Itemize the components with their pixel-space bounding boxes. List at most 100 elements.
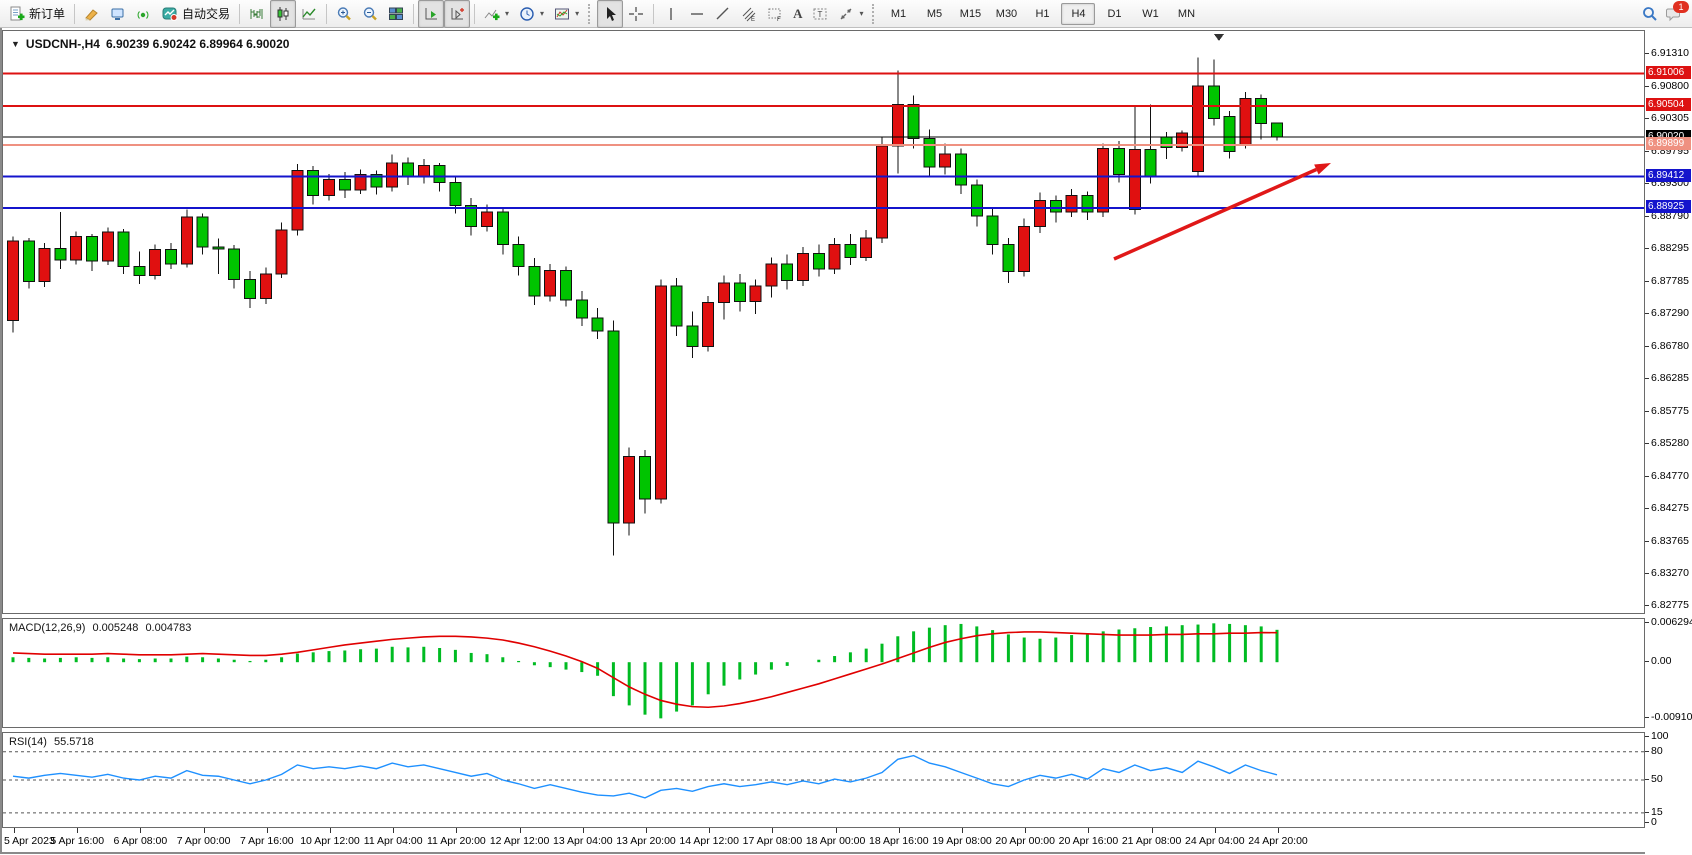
timeframe-button-m1[interactable]: M1 [890, 7, 907, 20]
signals-button[interactable] [131, 0, 157, 28]
chart-shift-icon [449, 6, 465, 22]
price-tick-label: 0.00 [1651, 655, 1672, 668]
timeframe-button-m15[interactable]: M15 [959, 7, 982, 20]
time-axis-tick [1214, 828, 1216, 833]
time-axis-tick [330, 828, 331, 833]
timeframe-button-d1[interactable]: D1 [1107, 7, 1122, 20]
timeframe-button-h4[interactable]: H4 [1061, 2, 1096, 25]
price-tick-label: 0 [1651, 816, 1657, 828]
time-tick-label: 19 Apr 08:00 [932, 835, 992, 847]
axis-tick [1645, 661, 1649, 663]
templates-button[interactable]: ▾ [549, 0, 584, 28]
time-tick-label: 13 Apr 20:00 [616, 835, 676, 847]
time-tick-label: 7 Apr 16:00 [239, 835, 294, 847]
chart-dropdown-icon[interactable]: ▼ [11, 39, 20, 49]
zoom-in-button[interactable] [331, 0, 357, 28]
bar-chart-icon [249, 6, 265, 22]
chevron-down-icon: ▾ [575, 9, 580, 18]
price-tick-label: 6.83765 [1651, 534, 1689, 547]
signal-icon [136, 6, 152, 22]
text-label-button[interactable]: T [807, 0, 833, 28]
time-axis-tick [203, 828, 205, 833]
price-axis[interactable]: 6.91310 6.90800 6.90305 6.89795 6.89300 6.887… [1645, 30, 1692, 854]
line-chart-button[interactable] [296, 0, 322, 28]
axis-tick [1645, 822, 1649, 823]
bar-chart-button[interactable] [244, 0, 270, 28]
notifications-icon[interactable]: 1 [1666, 0, 1689, 22]
auto-trading-icon [162, 6, 178, 22]
chart-window: ▼ USDCNH-,H4 6.90239 6.90242 6.89964 6.9… [0, 28, 1692, 854]
axis-tick [1645, 182, 1649, 184]
tile-windows-button[interactable] [383, 0, 409, 28]
chevron-down-icon: ▾ [859, 9, 864, 18]
text-icon: A [793, 5, 803, 21]
new-order-button[interactable]: 新订单 [4, 0, 70, 28]
trendline-button[interactable] [710, 0, 736, 28]
toolbar-drag-handle[interactable] [872, 3, 877, 24]
grid-button[interactable]: F [762, 0, 788, 28]
axis-tick [1645, 280, 1649, 282]
price-tick-label: 6.87785 [1651, 274, 1689, 287]
toolbar-separator [326, 3, 328, 24]
time-axis-tick [962, 828, 963, 833]
template-icon [554, 6, 570, 22]
axis-tick [1645, 247, 1649, 249]
toolbar-separator [413, 3, 415, 24]
chart-shift-button[interactable] [444, 0, 471, 28]
timeframe-button-m5[interactable]: M5 [926, 7, 943, 20]
time-axis-tick [14, 828, 15, 833]
zoom-in-icon [336, 6, 352, 22]
candlestick-chart-button[interactable] [270, 0, 297, 28]
axis-tick [1645, 345, 1649, 347]
rsi-pane[interactable]: RSI(14) 55.5718 [2, 732, 1645, 828]
axis-tick [1645, 507, 1649, 509]
vertical-line-button[interactable] [658, 0, 684, 28]
timeframe-button-mn[interactable]: MN [1177, 7, 1196, 20]
auto-scroll-button[interactable] [418, 0, 445, 28]
time-axis-tick [709, 828, 711, 833]
timeframe-button-w1[interactable]: W1 [1142, 7, 1159, 20]
market-watch-button[interactable] [79, 0, 105, 28]
axis-tick [1645, 540, 1649, 542]
main-toolbar: 新订单 自动交易 ▾ ▾ [0, 0, 1692, 28]
axis-tick [1645, 215, 1649, 217]
indicators-icon [484, 6, 500, 22]
zoom-out-button[interactable] [357, 0, 383, 28]
macd-pane[interactable]: MACD(12,26,9) 0.005248 0.004783 [2, 618, 1645, 728]
toolbar-drag-handle[interactable] [588, 3, 593, 24]
svg-text:F: F [777, 17, 781, 22]
toolbar-separator [74, 3, 76, 24]
cursor-button[interactable] [597, 0, 624, 28]
price-chart-pane[interactable]: ▼ USDCNH-,H4 6.90239 6.90242 6.89964 6.9… [2, 30, 1645, 614]
arrows-tool-button[interactable]: ▾ [833, 0, 868, 28]
time-axis-tick [140, 828, 142, 833]
grid-icon: F [767, 6, 783, 22]
toolbar-separator [653, 3, 655, 24]
axis-tick [1645, 717, 1649, 719]
crosshair-button[interactable] [623, 0, 649, 28]
axis-tick [1645, 811, 1649, 813]
text-label-icon: T [812, 6, 828, 22]
time-tick-label: 20 Apr 00:00 [995, 835, 1055, 847]
axis-tick [1645, 750, 1649, 752]
horizontal-line-button[interactable] [684, 0, 710, 28]
timeframe-button-h1[interactable]: H1 [1035, 7, 1050, 20]
search-icon[interactable] [1642, 6, 1658, 22]
line-chart-icon [301, 6, 317, 22]
fibonacci-button[interactable]: E [736, 0, 762, 28]
text-button[interactable]: A [788, 0, 807, 28]
price-tick-label: 6.87290 [1651, 306, 1689, 319]
time-axis[interactable]: 5 Apr 2023 5 Apr 16:00 6 Apr 08:00 7 Apr 00… [2, 828, 1692, 852]
notification-badge: 1 [1673, 0, 1689, 13]
time-axis-tick [393, 828, 395, 833]
history-center-button[interactable] [105, 0, 131, 28]
axis-tick [1645, 117, 1649, 119]
axis-tick [1645, 312, 1649, 314]
axis-tick [1645, 150, 1649, 152]
time-axis-tick [456, 828, 458, 833]
periods-button[interactable]: ▾ [514, 0, 549, 28]
timeframe-button-m30[interactable]: M30 [995, 7, 1018, 20]
indicators-button[interactable]: ▾ [479, 0, 514, 28]
auto-trading-button[interactable]: 自动交易 [157, 0, 235, 28]
axis-tick [1645, 736, 1649, 737]
